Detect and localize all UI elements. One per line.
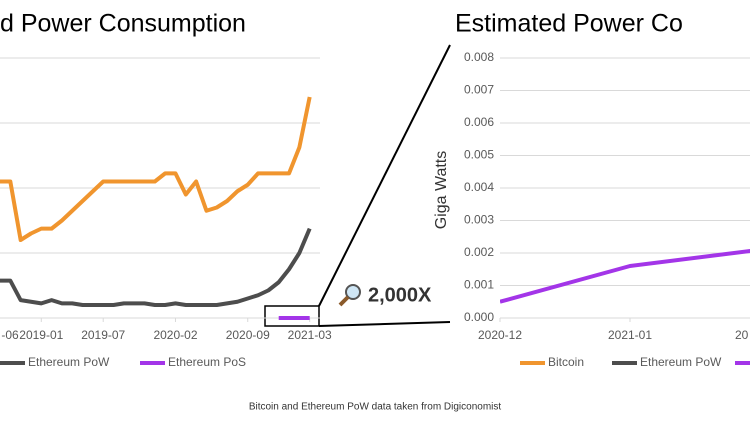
x-tick-label: -06 [1,328,19,342]
series-line [0,96,312,242]
x-tick-label: 2020-02 [153,328,197,342]
series-line [0,227,312,307]
annotation: 2,000X [368,284,432,306]
legend-label: Ethereum PoS [168,355,246,369]
x-tick-label: 2021-03 [288,328,332,342]
y-tick-label: 0.004 [464,180,494,194]
plot-area [0,96,312,320]
series-line [500,248,750,304]
x-tick-label: 2020-12 [478,328,522,342]
zoom-box [264,305,320,327]
y-tick-label: 0.008 [464,50,494,64]
magnifier-icon [338,284,361,307]
y-tick-label: 0.006 [464,115,494,129]
zoom-connector [318,44,451,307]
y-tick-label: 0.000 [464,310,494,324]
chart-title: d Power Consumption [0,10,246,38]
x-tick-label: 2019-01 [19,328,63,342]
legend-label: Ethereum PoW [28,355,110,369]
y-tick-label: 0.001 [464,278,494,292]
x-tick-label: 2021-01 [608,328,652,342]
legend-label: Bitcoin [548,355,584,369]
zoom-connector [318,321,451,327]
x-tick-label: 2019-07 [81,328,125,342]
plot-area [500,248,750,304]
y-tick-label: 0.005 [464,148,494,162]
footnote: Bitcoin and Ethereum PoW data taken from… [249,402,502,413]
y-tick-label: 0.007 [464,83,494,97]
y-tick-label: 0.002 [464,245,494,259]
x-tick-label: 20 [735,328,749,342]
y-tick-label: 0.003 [464,213,494,227]
chart-title: Estimated Power Co [455,10,683,38]
legend-label: Ethereum PoW [640,355,722,369]
x-tick-label: 2020-09 [226,328,270,342]
y-axis-title: Giga Watts [433,151,450,230]
